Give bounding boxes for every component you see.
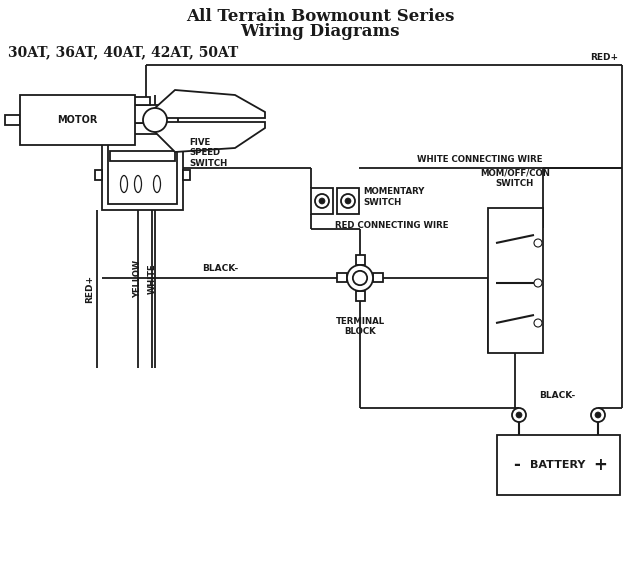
Circle shape bbox=[353, 271, 367, 285]
Circle shape bbox=[534, 319, 542, 327]
Bar bbox=[134, 97, 150, 105]
Text: MOTOR: MOTOR bbox=[57, 115, 97, 125]
Ellipse shape bbox=[134, 176, 141, 193]
Text: Wiring Diagrams: Wiring Diagrams bbox=[240, 23, 400, 40]
Circle shape bbox=[347, 265, 373, 291]
Bar bbox=[488, 208, 543, 353]
Circle shape bbox=[143, 108, 167, 132]
Circle shape bbox=[534, 279, 542, 287]
Text: BATTERY: BATTERY bbox=[531, 460, 586, 470]
Bar bbox=[497, 435, 620, 495]
Text: TERMINAL
BLOCK: TERMINAL BLOCK bbox=[335, 317, 385, 337]
Ellipse shape bbox=[120, 176, 127, 193]
Circle shape bbox=[516, 412, 522, 418]
Circle shape bbox=[595, 412, 601, 418]
Bar bbox=[183, 170, 190, 180]
Bar bbox=[337, 273, 347, 282]
Text: +: + bbox=[593, 456, 607, 474]
Circle shape bbox=[512, 408, 526, 422]
Bar bbox=[373, 273, 383, 282]
Bar bbox=[20, 95, 135, 145]
Bar bbox=[356, 291, 365, 301]
Circle shape bbox=[591, 408, 605, 422]
Text: FIVE
SPEED
SWITCH: FIVE SPEED SWITCH bbox=[189, 138, 227, 168]
Text: MOM/OFF/CON
SWITCH: MOM/OFF/CON SWITCH bbox=[480, 168, 550, 188]
Text: -: - bbox=[513, 456, 520, 474]
Circle shape bbox=[319, 198, 325, 204]
Text: YELLOW: YELLOW bbox=[134, 260, 143, 298]
Bar bbox=[95, 170, 102, 180]
Polygon shape bbox=[155, 90, 265, 118]
Text: BLACK-: BLACK- bbox=[202, 264, 238, 273]
Text: RED+: RED+ bbox=[86, 275, 95, 303]
Bar bbox=[311, 188, 333, 214]
Bar bbox=[107, 105, 178, 123]
Text: All Terrain Bowmount Series: All Terrain Bowmount Series bbox=[186, 8, 454, 25]
Ellipse shape bbox=[154, 176, 161, 193]
Bar bbox=[110, 151, 175, 161]
Text: WHITE: WHITE bbox=[147, 263, 157, 294]
Circle shape bbox=[341, 194, 355, 208]
Bar bbox=[356, 255, 365, 265]
Text: RED CONNECTING WIRE: RED CONNECTING WIRE bbox=[335, 221, 449, 230]
Circle shape bbox=[345, 198, 351, 204]
Circle shape bbox=[315, 194, 329, 208]
Bar bbox=[108, 134, 177, 204]
Bar bbox=[102, 123, 183, 210]
Bar bbox=[337, 188, 359, 214]
Text: RED+: RED+ bbox=[590, 53, 618, 62]
Circle shape bbox=[534, 239, 542, 247]
Text: BLACK-: BLACK- bbox=[539, 391, 575, 400]
Text: 30AT, 36AT, 40AT, 42AT, 50AT: 30AT, 36AT, 40AT, 42AT, 50AT bbox=[8, 45, 238, 59]
Bar bbox=[5, 115, 20, 125]
Text: MOMENTARY
SWITCH: MOMENTARY SWITCH bbox=[363, 187, 424, 207]
Polygon shape bbox=[155, 122, 265, 152]
Text: WHITE CONNECTING WIRE: WHITE CONNECTING WIRE bbox=[417, 155, 543, 164]
